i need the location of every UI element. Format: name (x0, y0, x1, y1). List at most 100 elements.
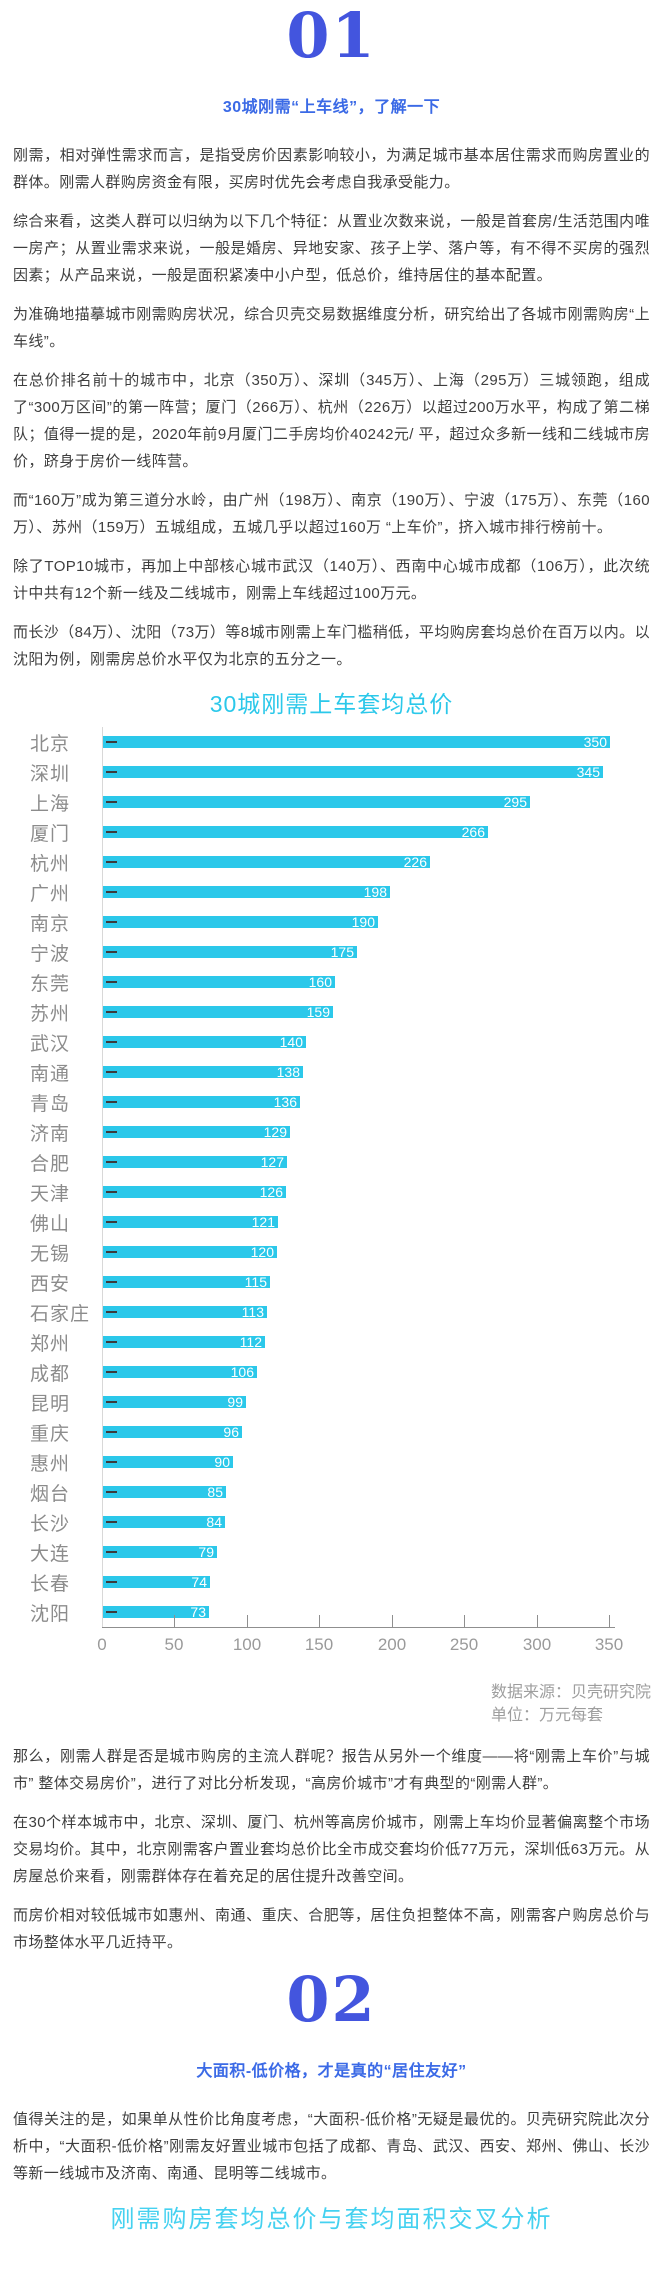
bar-city-label: 上海 (30, 793, 71, 815)
bar-value-label: 120 (250, 1244, 274, 1260)
bar-track: 96 (102, 1417, 663, 1447)
bar-city-label: 合肥 (30, 1153, 71, 1175)
bar-city-label: 北京 (30, 733, 71, 755)
bar-city-label: 无锡 (30, 1243, 71, 1265)
bar: 140 (103, 1034, 306, 1050)
bar: 85 (103, 1485, 226, 1499)
chart-source-block: 数据来源：贝壳研究院 单位：万元每套 (0, 1681, 651, 1727)
chart-bar-row: 成都 106 (0, 1357, 663, 1387)
bar-track: 85 (102, 1477, 663, 1507)
bar: 345 (103, 765, 603, 779)
axis-tick-label: 300 (522, 1635, 552, 1654)
chart-bar-row: 合肥 127 (0, 1147, 663, 1177)
bar-value-label: 90 (214, 1454, 230, 1470)
bar-value-label: 96 (223, 1424, 239, 1440)
section-02-paragraphs: 值得关注的是，如果单从性价比角度考虑，“大面积-低价格”无疑是最优的。贝壳研究院… (0, 2106, 663, 2187)
bar-value-label: 121 (251, 1214, 275, 1230)
bar: 129 (103, 1125, 290, 1139)
bar-start-tick (106, 771, 117, 773)
bar-start-tick (106, 1521, 117, 1523)
bar-city-label: 深圳 (30, 763, 71, 785)
bar: 74 (103, 1575, 210, 1589)
bar-value-label: 175 (330, 944, 354, 960)
bar-value-label: 112 (239, 1334, 262, 1350)
bar-track: 190 (102, 907, 663, 937)
bar-start-tick (106, 801, 117, 803)
chart-bar-row: 长春 74 (0, 1567, 663, 1597)
body-paragraph: 而房价相对较低城市如惠州、南通、重庆、合肥等，居住负担整体不高，刚需客户购房总价… (13, 1907, 650, 1951)
bar-track: 198 (102, 877, 663, 907)
bar-start-tick (106, 1311, 117, 1313)
bar-start-tick (106, 1341, 117, 1343)
bar-value-label: 140 (279, 1034, 303, 1050)
body-paragraph: 在30个样本城市中，北京、深圳、厦门、杭州等高房价城市，刚需上车均价显著偏离整个… (13, 1814, 650, 1885)
bar-track: 121 (102, 1207, 663, 1237)
next-chart-title: 刚需购房套均总价与套均面积交叉分析 (110, 2206, 553, 2233)
bar-city-label: 大连 (30, 1543, 71, 1565)
bar-value-label: 73 (190, 1604, 206, 1620)
bar-track: 79 (102, 1537, 663, 1567)
bar-city-label: 南京 (30, 913, 71, 935)
bar-start-tick (106, 891, 117, 893)
chart-bar-row: 青岛 136 (0, 1087, 663, 1117)
bar-city-label: 惠州 (30, 1453, 71, 1475)
bar: 73 (103, 1604, 209, 1620)
bar-value-label: 266 (461, 824, 485, 840)
bar-start-tick (106, 1041, 117, 1043)
chart-bar-row: 杭州 226 (0, 847, 663, 877)
bar-start-tick (106, 1161, 117, 1163)
bar-city-label: 厦门 (30, 823, 71, 845)
bar-track: 345 (102, 757, 663, 787)
chart-bar-row: 沈阳 73 (0, 1597, 663, 1627)
bar-value-label: 350 (583, 734, 607, 750)
bar-start-tick (106, 1401, 117, 1403)
section-02-number: 02 (286, 1963, 377, 2036)
bar-city-label: 郑州 (30, 1333, 71, 1355)
section-02-title: 大面积-低价格，才是真的“居住友好” (196, 2063, 467, 2080)
chart-bar-row: 烟台 85 (0, 1477, 663, 1507)
axis-tick (609, 1615, 610, 1627)
bar-start-tick (106, 1071, 117, 1073)
body-paragraph: 除了TOP10城市，再加上中部核心城市武汉（140万）、西南中心城市成都（106… (13, 558, 650, 602)
bar-value-label: 79 (198, 1544, 214, 1560)
chart-bar-row: 长沙 84 (0, 1507, 663, 1537)
bar-city-label: 广州 (30, 883, 71, 905)
bar-city-label: 石家庄 (30, 1303, 91, 1325)
chart-bar-row: 济南 129 (0, 1117, 663, 1147)
chart-bar-row: 深圳 345 (0, 757, 663, 787)
bar: 112 (103, 1334, 265, 1350)
bar-city-label: 东莞 (30, 973, 71, 995)
bar-value-label: 106 (230, 1364, 254, 1380)
chart-bar-row: 南通 138 (0, 1057, 663, 1087)
bar: 295 (103, 795, 530, 809)
bar: 175 (103, 944, 357, 960)
bar: 121 (103, 1214, 278, 1230)
body-paragraph: 值得关注的是，如果单从性价比角度考虑，“大面积-低价格”无疑是最优的。贝壳研究院… (13, 2111, 650, 2182)
axis-tick-label: 200 (377, 1635, 407, 1654)
bar-track: 99 (102, 1387, 663, 1417)
bar-value-label: 160 (308, 974, 332, 990)
bar: 226 (103, 855, 430, 869)
bar: 84 (103, 1515, 225, 1529)
bar-track: 106 (102, 1357, 663, 1387)
chart-bar-row: 惠州 90 (0, 1447, 663, 1477)
chart-bar-row: 无锡 120 (0, 1237, 663, 1267)
bar: 113 (103, 1305, 267, 1319)
bar-value-label: 198 (363, 884, 387, 900)
bar: 136 (103, 1095, 300, 1109)
bar-value-label: 138 (276, 1064, 300, 1080)
axis-tick (247, 1615, 248, 1627)
bar-city-label: 苏州 (30, 1003, 71, 1025)
bar: 115 (103, 1275, 270, 1289)
body-paragraph: 刚需，相对弹性需求而言，是指受房价因素影响较小，为满足城市基本居住需求而购房置业… (13, 147, 650, 191)
bar-track: 350 (102, 727, 663, 757)
chart-source-inner: 数据来源：贝壳研究院 单位：万元每套 (491, 1681, 651, 1727)
bar: 106 (103, 1364, 257, 1380)
bar-track: 140 (102, 1027, 663, 1057)
bar-city-label: 成都 (30, 1363, 71, 1385)
bar: 138 (103, 1064, 303, 1080)
bar: 96 (103, 1424, 242, 1440)
bar-track: 266 (102, 817, 663, 847)
chart-bar-row: 北京 350 (0, 727, 663, 757)
bar: 126 (103, 1185, 286, 1199)
